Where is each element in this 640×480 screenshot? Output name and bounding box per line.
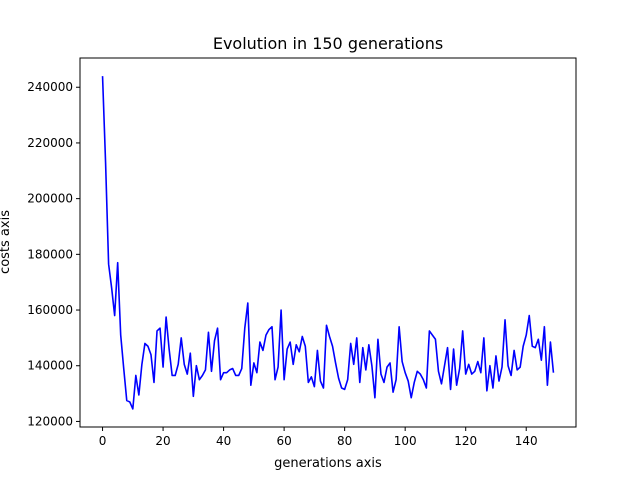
x-axis-label: generations axis (274, 456, 382, 471)
series-line-0 (101, 76, 555, 410)
x-tick-label: 40 (216, 434, 231, 448)
x-tick-label: 60 (276, 434, 291, 448)
y-tick-label: 180000 (27, 247, 73, 261)
y-axis-label: costs axis (0, 210, 13, 274)
x-tick-label: 20 (155, 434, 170, 448)
x-tick-label: 120 (454, 434, 477, 448)
x-tick-label: 0 (99, 434, 107, 448)
plot-frame (79, 57, 577, 428)
axis-ticks-layer: 0 20 40 60 80 100 120 140 120000 140000 160000 1800… (27, 80, 537, 448)
x-tick-label: 80 (337, 434, 352, 448)
y-tick-label: 160000 (27, 303, 73, 317)
x-tick-label: 140 (515, 434, 538, 448)
y-tick-label: 200000 (27, 192, 73, 206)
y-tick-label: 220000 (27, 136, 73, 150)
y-tick-label: 120000 (27, 414, 73, 428)
x-tick-label: 100 (394, 434, 417, 448)
chart-title: Evolution in 150 generations (213, 34, 443, 53)
y-tick-label: 240000 (27, 80, 73, 94)
y-tick-label: 140000 (27, 359, 73, 373)
plot-data-layer (101, 76, 555, 410)
